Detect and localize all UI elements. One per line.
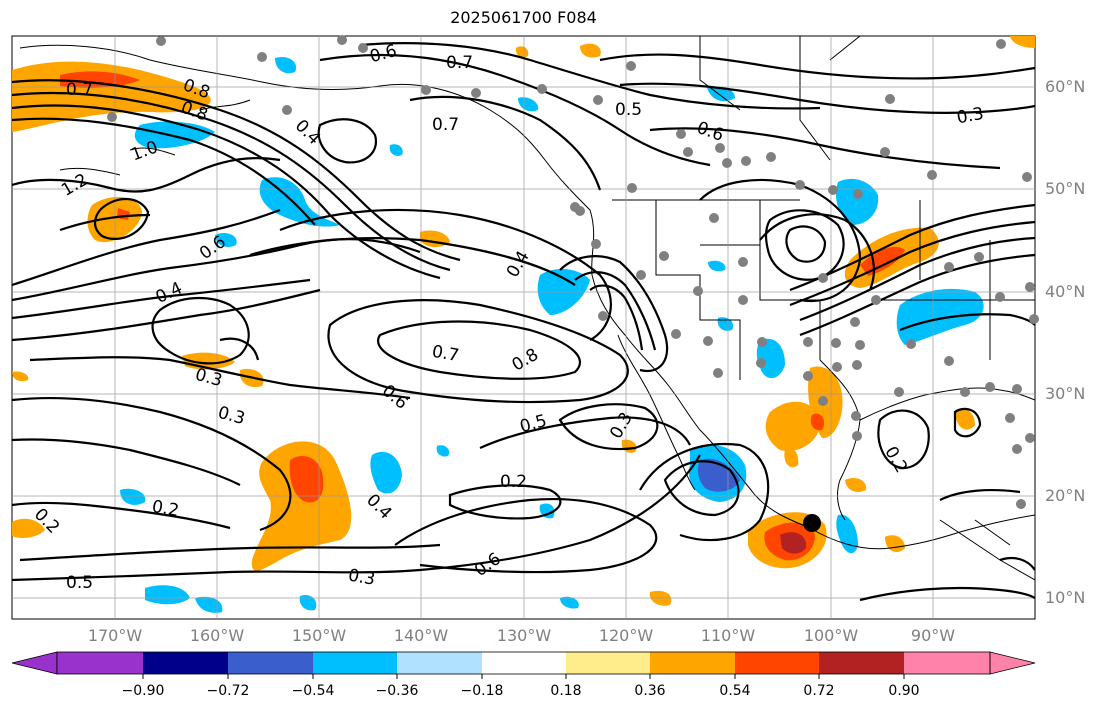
contour-label: 0.2 <box>150 497 180 521</box>
lon-label: 150°W <box>291 626 347 645</box>
colorbar-bin <box>904 652 990 674</box>
contour-label: 0.7 <box>432 115 459 135</box>
contour-label: 0.3 <box>955 104 985 128</box>
colorbar-tick-label: −0.72 <box>206 683 250 699</box>
shaded-areas <box>12 36 1035 613</box>
contour-label: 0.3 <box>347 565 377 589</box>
contour-label: 0.5 <box>615 100 642 120</box>
colorbar-bin <box>735 652 819 674</box>
coastlines <box>19 36 1035 581</box>
colorbar-bin <box>819 652 904 674</box>
colorbar-bin <box>650 652 735 674</box>
contour-label: 0.7 <box>430 342 460 366</box>
colorbar <box>11 651 1036 679</box>
lon-label: 140°W <box>393 626 449 645</box>
contour-lines <box>12 42 1035 602</box>
lat-label: 20°N <box>1045 486 1086 505</box>
colorbar-tick-label: −0.54 <box>291 683 335 699</box>
colorbar-tick-label: 0.36 <box>634 683 666 699</box>
graticule <box>12 36 1035 619</box>
lat-label: 40°N <box>1045 282 1086 301</box>
lon-label: 130°W <box>496 626 552 645</box>
lon-label: 120°W <box>598 626 654 645</box>
storm-center-marker <box>803 514 821 532</box>
lon-label: 160°W <box>189 626 245 645</box>
colorbar-bin <box>143 652 228 674</box>
colorbar-tick-label: 0.90 <box>888 683 920 699</box>
contour-label: 0.2 <box>500 472 527 492</box>
colorbar-tick-label: −0.90 <box>121 683 165 699</box>
contour-label: 0.7 <box>66 80 93 100</box>
colorbar-tick-label: 0.54 <box>719 683 751 699</box>
colorbar-bin <box>397 652 482 674</box>
lat-label: 60°N <box>1045 77 1086 96</box>
colorbar-extend-low <box>11 651 58 675</box>
lat-label: 10°N <box>1045 588 1086 607</box>
contour-label: 0.7 <box>446 53 473 73</box>
colorbar-bin <box>228 652 313 674</box>
colorbar-bin <box>57 652 143 674</box>
colorbar-tick-label: 0.72 <box>803 683 835 699</box>
colorbar-extend-high <box>989 651 1036 675</box>
lon-label: 170°W <box>87 626 143 645</box>
station-dots <box>107 35 1039 509</box>
colorbar-bin <box>566 652 650 674</box>
colorbar-tick-label: −0.18 <box>460 683 504 699</box>
lat-label: 30°N <box>1045 384 1086 403</box>
colorbar-bin <box>482 652 566 674</box>
contour-label: 0.5 <box>66 573 93 593</box>
lon-label: 90°W <box>910 626 956 645</box>
lat-label: 50°N <box>1045 179 1086 198</box>
colorbar-bin <box>313 652 397 674</box>
colorbar-tick-label: 0.18 <box>550 683 582 699</box>
map-title: 2025061700 F084 <box>450 8 597 27</box>
lon-label: 110°W <box>700 626 756 645</box>
colorbar-tick-label: −0.36 <box>375 683 419 699</box>
lon-label: 100°W <box>803 626 859 645</box>
